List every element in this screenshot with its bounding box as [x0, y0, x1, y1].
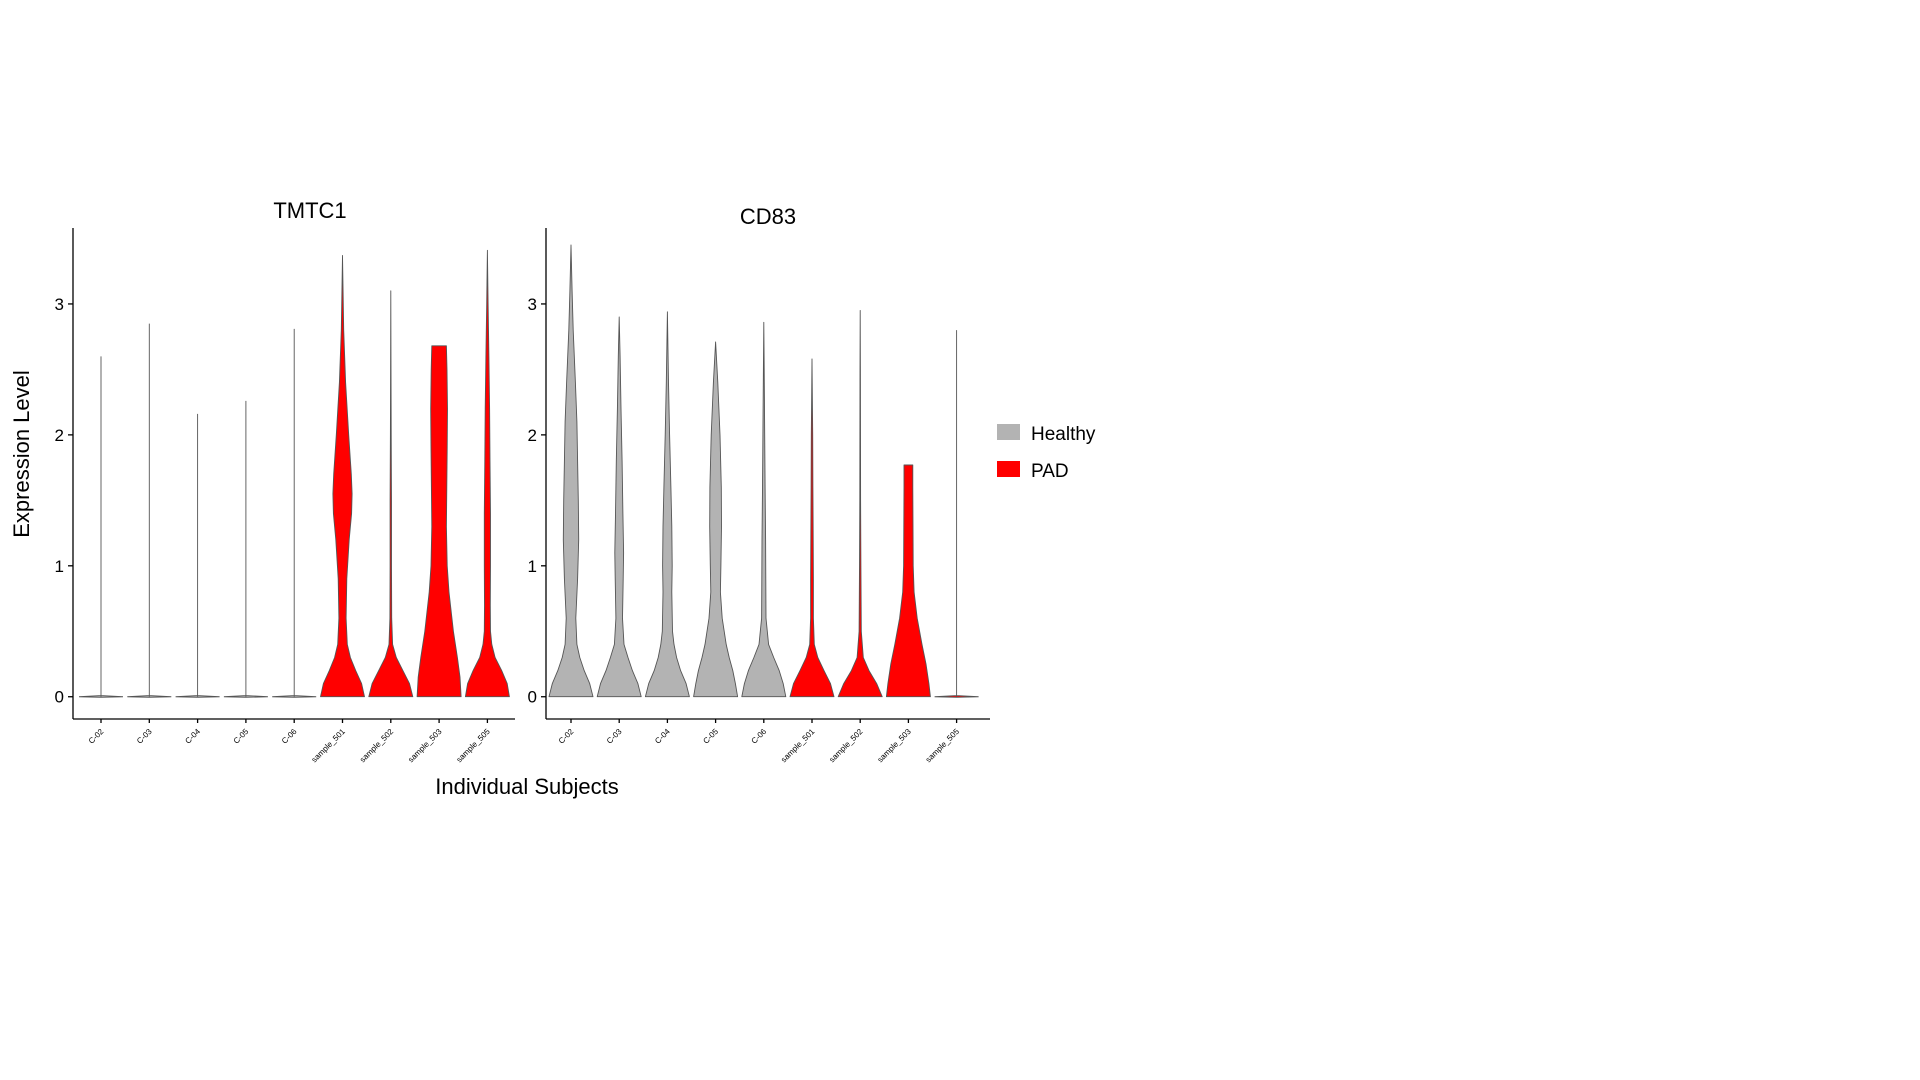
violin-C-03 — [127, 323, 172, 698]
violin-C-04 — [644, 311, 690, 698]
violin-sample_501 — [789, 358, 835, 698]
legend-label-pad: PAD — [1031, 461, 1069, 482]
x-tick-label: sample_501 — [310, 727, 348, 765]
violin-sample_503 — [416, 345, 462, 698]
violin-C-05 — [693, 341, 739, 698]
x-tick-label: sample_502 — [827, 727, 865, 765]
x-tick-label: C-02 — [87, 727, 106, 746]
x-tick-label: sample_503 — [876, 727, 914, 765]
panel-title: CD83 — [740, 204, 796, 229]
x-tick-label: C-03 — [605, 727, 624, 746]
panel-tmtc1: TMTC1 0 1 2 3 C-02 C-03 C-04 C-05 C-06 sample_501… — [55, 198, 515, 764]
x-tick-label: C-06 — [280, 727, 299, 746]
y-tick-label: 3 — [528, 295, 537, 314]
violin-sample_502 — [837, 310, 883, 698]
violin-C-06 — [741, 321, 787, 698]
x-tick-label: sample_505 — [455, 727, 493, 765]
violin-C-02 — [78, 356, 124, 698]
x-axis-title: Individual Subjects — [435, 774, 618, 799]
x-tick-label: sample_505 — [924, 727, 962, 765]
y-tick-label: 1 — [55, 557, 64, 576]
legend-swatch-pad — [997, 461, 1020, 477]
x-tick-label: C-04 — [183, 727, 202, 746]
panel-title: TMTC1 — [273, 198, 346, 223]
y-tick-label: 1 — [528, 557, 537, 576]
violin-sample_501 — [320, 255, 365, 698]
violin-C-02 — [548, 244, 594, 698]
violin-C-04 — [175, 413, 220, 698]
legend-swatch-healthy — [997, 424, 1020, 440]
x-tick-label: C-02 — [557, 727, 576, 746]
y-axis-title: Expression Level — [9, 370, 34, 538]
violin-C-05 — [223, 400, 268, 698]
y-tick-label: 2 — [528, 426, 537, 445]
panel-cd83: CD83 0 1 2 3 C-02 C-03 C-04 C-05 C-06 sample_501 s… — [528, 204, 990, 764]
violin-sample_502 — [368, 290, 414, 698]
x-tick-label: C-05 — [701, 727, 720, 746]
legend: Healthy PAD — [997, 424, 1096, 482]
violin-C-03 — [596, 316, 642, 698]
x-tick-label: sample_501 — [779, 727, 817, 765]
violin-C-06 — [272, 328, 317, 698]
x-tick-label: C-06 — [750, 727, 769, 746]
x-tick-label: C-04 — [653, 727, 672, 746]
violin-sample_505 — [464, 249, 510, 698]
violin-sample_503 — [885, 464, 931, 698]
x-tick-label: C-05 — [232, 727, 251, 746]
x-tick-label: C-03 — [135, 727, 154, 746]
x-tick-label: sample_502 — [358, 727, 396, 765]
y-tick-label: 3 — [55, 295, 64, 314]
y-tick-label: 0 — [55, 688, 64, 707]
y-tick-label: 0 — [528, 688, 537, 707]
legend-label-healthy: Healthy — [1031, 424, 1096, 445]
y-tick-label: 2 — [55, 426, 64, 445]
violin-sample_505 — [934, 330, 979, 698]
x-tick-label: sample_503 — [406, 727, 444, 765]
